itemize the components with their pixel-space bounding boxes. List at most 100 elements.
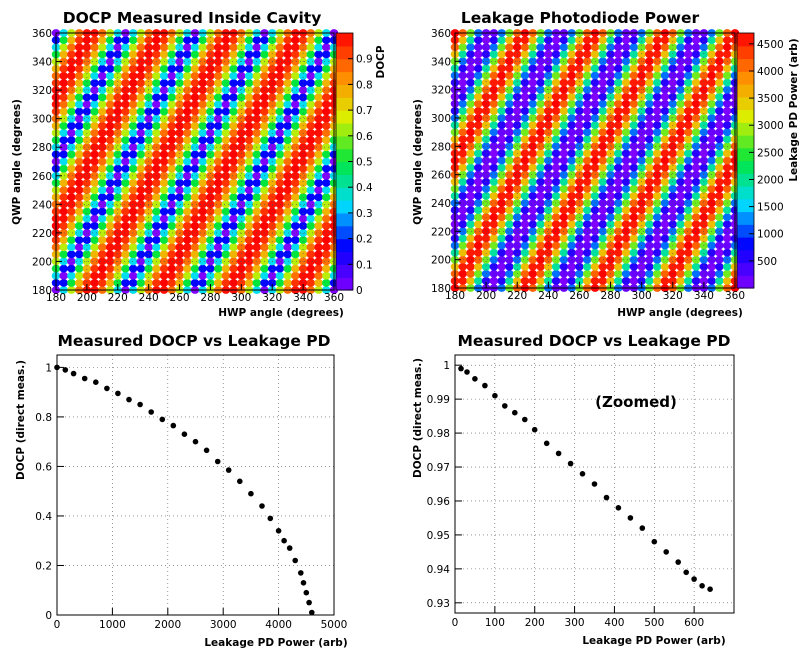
heatmap-cell	[497, 206, 506, 215]
heatmap-cell	[113, 136, 123, 145]
heatmap-cell	[676, 149, 685, 158]
y-tick-label: 360	[431, 28, 451, 40]
heatmap-cell	[198, 86, 207, 95]
y-tick-label: 240	[431, 198, 451, 210]
heatmap-cell	[213, 71, 223, 80]
heatmap-cell	[128, 107, 138, 116]
heatmap-cell	[559, 107, 569, 115]
heatmap-cell	[684, 262, 693, 271]
heatmap-cell	[481, 71, 491, 80]
heatmap-cell	[466, 255, 475, 264]
heatmap-cell	[458, 121, 468, 129]
heatmap-cell	[322, 278, 331, 287]
heatmap-cell	[699, 64, 709, 73]
y-tick-label: 340	[32, 57, 52, 69]
y-axis-label: DOCP (direct meas.)	[412, 358, 424, 478]
heatmap-cell	[474, 71, 483, 80]
heatmap-cell	[298, 79, 308, 87]
heatmap-cell	[306, 257, 316, 266]
heatmap-cell	[314, 86, 323, 95]
heatmap-cell	[684, 114, 693, 122]
heatmap-cell	[551, 234, 561, 243]
heatmap-cell	[466, 71, 475, 80]
heatmap-cell	[481, 277, 491, 285]
heatmap-cell	[497, 234, 506, 243]
heatmap-cell	[691, 114, 701, 122]
heatmap-cell	[306, 93, 316, 102]
heatmap-cell	[715, 241, 724, 250]
heatmap-cell	[590, 135, 600, 144]
heatmap-cell	[466, 149, 475, 158]
heatmap-cell	[489, 43, 499, 52]
heatmap-cell	[229, 264, 238, 273]
heatmap-cell	[291, 121, 300, 130]
heatmap-cell	[90, 86, 99, 95]
heatmap-cell	[691, 149, 701, 158]
heatmap-cell	[128, 136, 138, 145]
heatmap-cell	[67, 228, 76, 237]
heatmap-cell	[252, 157, 262, 166]
heatmap-cell	[536, 78, 545, 87]
heatmap-cell	[198, 193, 207, 202]
heatmap-cell	[559, 156, 569, 165]
heatmap-cell	[144, 207, 153, 216]
heatmap-cell	[676, 92, 685, 101]
data-point	[300, 580, 307, 586]
heatmap-cell	[629, 43, 639, 52]
heatmap-cell	[684, 64, 693, 73]
heatmap-cell	[229, 271, 238, 280]
colorbar-segment	[336, 58, 353, 73]
heatmap-cell	[590, 234, 600, 243]
heatmap-cell	[314, 271, 323, 280]
heatmap-cell	[198, 150, 207, 159]
heatmap-cell	[152, 128, 161, 137]
heatmap-cell	[98, 93, 107, 102]
heatmap-cell	[198, 79, 207, 87]
heatmap-cell	[660, 177, 670, 186]
heatmap-cell	[536, 170, 545, 179]
heatmap-cell	[582, 262, 592, 271]
heatmap-cell	[221, 107, 231, 116]
heatmap-cell	[98, 100, 107, 109]
heatmap-cell	[474, 177, 483, 186]
heatmap-cell	[275, 136, 285, 145]
data-point	[170, 422, 177, 429]
heatmap-cell	[629, 213, 639, 222]
heatmap-cell	[707, 213, 716, 222]
heatmap-cell	[668, 36, 678, 44]
heatmap-cell	[128, 64, 138, 73]
heatmap-cell	[275, 128, 285, 137]
colorbar-tick-label: 4000	[757, 66, 784, 78]
heatmap-cell	[128, 243, 138, 252]
heatmap-cell	[98, 36, 107, 45]
heatmap-cell	[244, 271, 254, 280]
heatmap-cell	[676, 99, 685, 108]
heatmap-cell	[489, 163, 499, 172]
heatmap-cell	[466, 170, 475, 179]
heatmap-cell	[466, 277, 475, 285]
heatmap-cell	[105, 86, 115, 95]
heatmap-cell	[466, 220, 475, 229]
heatmap-cell	[90, 64, 99, 73]
heatmap-cell	[606, 36, 615, 44]
heatmap-cell	[59, 221, 68, 230]
heatmap-cell	[505, 170, 514, 179]
heatmap-cell	[645, 220, 654, 229]
heatmap-cell	[598, 269, 608, 278]
heatmap-cell	[621, 220, 631, 229]
heatmap-cell	[229, 150, 238, 159]
heatmap-cell	[691, 64, 701, 73]
heatmap-cell	[90, 236, 99, 244]
heatmap-cell	[715, 50, 724, 59]
heatmap-cell	[213, 193, 223, 202]
heatmap-cell	[660, 206, 670, 215]
heatmap-cell	[128, 200, 138, 209]
heatmap-cell	[59, 93, 68, 102]
heatmap-cell	[474, 255, 483, 264]
heatmap-cell	[306, 164, 316, 173]
heatmap-cell	[105, 264, 115, 273]
heatmap-cell	[90, 100, 99, 109]
heatmap-cell	[306, 178, 316, 187]
heatmap-cell	[668, 262, 678, 271]
heatmap-cell	[668, 170, 678, 179]
